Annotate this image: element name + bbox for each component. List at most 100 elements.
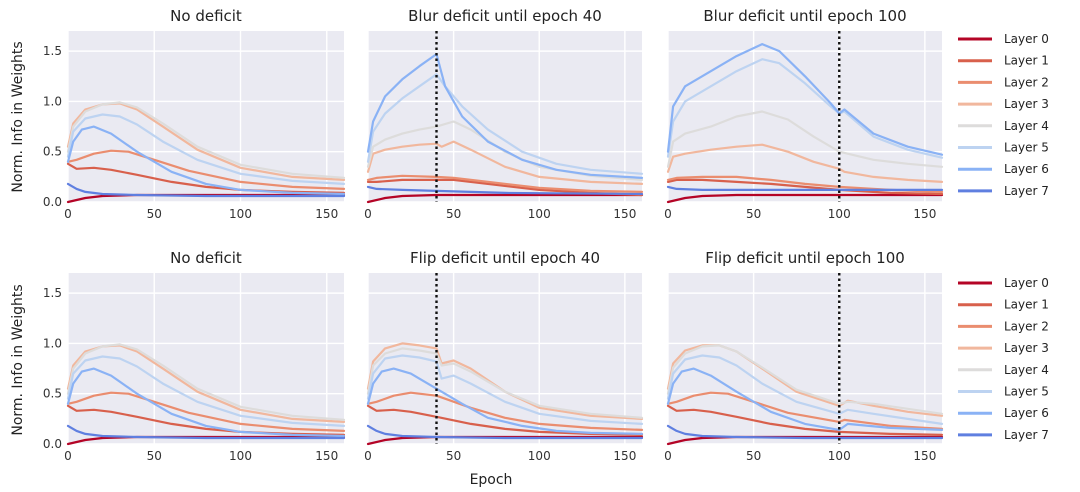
x-axis-label: Epoch <box>470 472 513 488</box>
series-line-layer-7 <box>66 424 346 440</box>
panel-4: 0 50 100 150 0.0 0.5 1.0 1.5 No deficit <box>43 249 346 463</box>
series-line-layer-7 <box>666 424 944 440</box>
series-line-layer-4 <box>66 343 346 421</box>
x-tick-label: 150 <box>315 449 338 463</box>
y-tick-label: 1.0 <box>43 94 62 108</box>
legend-label-layer-6: Layer 6 <box>1004 162 1049 176</box>
y-axis-label-top: Norm. Info in Weights <box>10 41 26 192</box>
x-tick-label: 100 <box>828 449 851 463</box>
series-line-layer-1 <box>666 178 944 196</box>
series-line-layer-1 <box>366 404 644 436</box>
y-tick-label: 1.5 <box>43 44 62 58</box>
series-line-layer-1 <box>366 178 644 197</box>
legend-label-layer-6: Layer 6 <box>1004 406 1049 420</box>
legend-label-layer-0: Layer 0 <box>1004 32 1049 46</box>
legend-label-layer-4: Layer 4 <box>1004 119 1049 133</box>
legend-label-layer-2: Layer 2 <box>1004 319 1049 333</box>
x-tick-label: 150 <box>913 207 936 221</box>
legend-label-layer-3: Layer 3 <box>1004 341 1049 355</box>
legend-label-layer-2: Layer 2 <box>1004 75 1049 89</box>
panel-5: 0 50 100 150 Flip deficit until epoch 40 <box>364 249 644 463</box>
series-line-layer-6 <box>666 367 944 431</box>
legend-label-layer-7: Layer 7 <box>1004 428 1049 442</box>
x-tick-label: 100 <box>528 207 551 221</box>
plot-background <box>668 31 942 202</box>
legend-label-layer-1: Layer 1 <box>1004 54 1049 68</box>
series-line-layer-0 <box>366 193 644 204</box>
panel-6: 0 50 100 150 Flip deficit until epoch 100 <box>664 249 944 463</box>
legend-label-layer-1: Layer 1 <box>1004 298 1049 312</box>
y-tick-label: 0.5 <box>43 387 62 401</box>
series-line-layer-5 <box>666 354 944 425</box>
panel-title: No deficit <box>170 7 242 25</box>
y-axis-label-bottom: Norm. Info in Weights <box>10 284 26 435</box>
x-tick-label: 0 <box>664 449 672 463</box>
series-line-layer-2 <box>66 391 346 432</box>
series-line-layer-5 <box>666 58 944 159</box>
series-line-layer-4 <box>666 344 944 415</box>
panel-3: 0 50 100 150 Blur deficit until epoch 100 <box>664 7 944 221</box>
legend-label-layer-5: Layer 5 <box>1004 141 1049 155</box>
series-line-layer-3 <box>66 102 346 181</box>
legend-label-layer-4: Layer 4 <box>1004 363 1049 377</box>
panel-2: 0 50 100 150 Blur deficit until epoch 40 <box>364 7 644 221</box>
series-line-layer-6 <box>66 125 346 196</box>
series-line-layer-4 <box>666 110 944 168</box>
x-tick-label: 0 <box>364 449 372 463</box>
series-line-layer-7 <box>366 424 644 440</box>
legend-label-layer-7: Layer 7 <box>1004 184 1049 198</box>
legend-bottom: Layer 0 Layer 1 Layer 2 Layer 3 Layer 4 Layer… <box>958 276 1049 442</box>
x-tick-label: 50 <box>446 449 461 463</box>
series-line-layer-3 <box>366 140 644 185</box>
x-tick-label: 100 <box>229 207 252 221</box>
series-line-layer-5 <box>66 355 346 427</box>
x-tick-label: 100 <box>229 449 252 463</box>
x-tick-label: 100 <box>828 207 851 221</box>
plot-background <box>368 31 642 202</box>
series-line-layer-5 <box>66 113 346 185</box>
x-tick-label: 50 <box>746 449 761 463</box>
x-tick-label: 0 <box>64 449 72 463</box>
series-line-layer-1 <box>666 404 944 436</box>
series-line-layer-7 <box>666 185 944 191</box>
panel-title: Blur deficit until epoch 100 <box>703 7 906 25</box>
y-tick-label: 0.0 <box>43 437 62 451</box>
series-line-layer-7 <box>366 185 644 196</box>
series-line-layer-5 <box>366 354 644 425</box>
x-tick-label: 50 <box>746 207 761 221</box>
x-tick-label: 150 <box>913 449 936 463</box>
x-tick-label: 150 <box>315 207 338 221</box>
series-line-layer-6 <box>666 42 944 156</box>
legend-label-layer-3: Layer 3 <box>1004 97 1049 111</box>
x-tick-label: 150 <box>613 449 636 463</box>
series-line-layer-0 <box>666 193 944 204</box>
series-line-layer-6 <box>366 52 644 179</box>
x-tick-label: 50 <box>446 207 461 221</box>
legend-label-layer-0: Layer 0 <box>1004 276 1049 290</box>
series-line-layer-4 <box>366 347 644 419</box>
legend-label-layer-5: Layer 5 <box>1004 385 1049 399</box>
y-tick-label: 0.0 <box>43 195 62 209</box>
panel-1: 0 50 100 150 0.0 0.5 1.0 1.5 No deficit <box>43 7 346 221</box>
series-line-layer-4 <box>66 101 346 179</box>
series-line-layer-2 <box>366 174 644 193</box>
series-line-layer-2 <box>366 391 644 431</box>
legend-top: Layer 0 Layer 1 Layer 2 Layer 3 Layer 4 Layer… <box>958 32 1049 198</box>
y-tick-label: 1.5 <box>43 286 62 300</box>
series-line-layer-3 <box>666 143 944 183</box>
x-tick-label: 50 <box>147 449 162 463</box>
panel-title: Flip deficit until epoch 100 <box>705 249 905 267</box>
x-tick-label: 0 <box>64 207 72 221</box>
series-line-layer-6 <box>66 367 346 438</box>
y-tick-label: 0.5 <box>43 145 62 159</box>
plot-background <box>68 31 344 202</box>
panel-title: Flip deficit until epoch 40 <box>410 249 600 267</box>
y-tick-label: 1.0 <box>43 336 62 350</box>
x-tick-label: 0 <box>664 207 672 221</box>
x-tick-label: 0 <box>364 207 372 221</box>
series-line-layer-2 <box>66 149 346 190</box>
x-tick-label: 150 <box>613 207 636 221</box>
x-tick-label: 50 <box>147 207 162 221</box>
series-line-layer-3 <box>66 344 346 423</box>
